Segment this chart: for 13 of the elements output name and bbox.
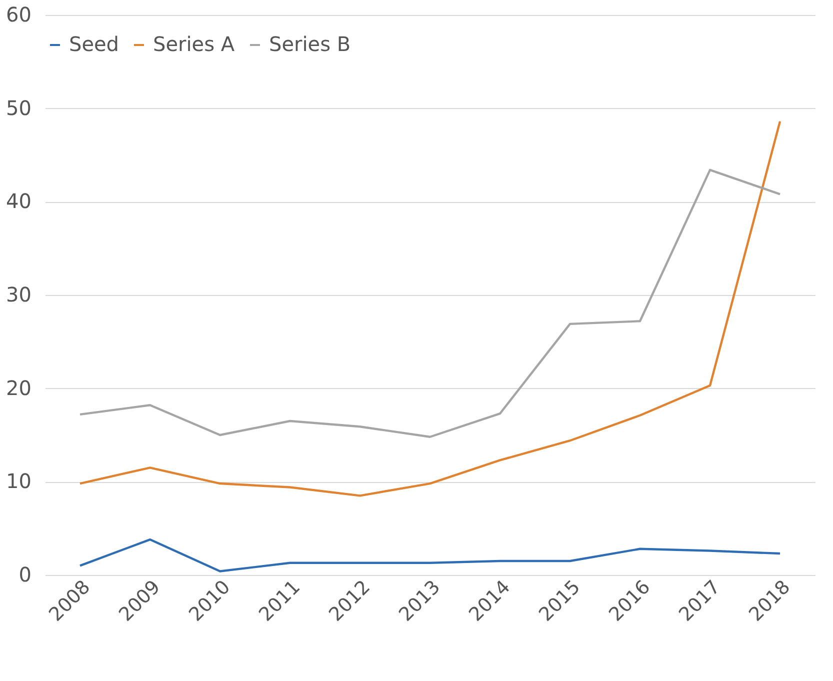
y-tick-label: 30 [6,282,32,306]
y-tick-label: 60 [6,2,32,26]
y-tick-label: 20 [6,376,32,400]
y-tick-label: 0 [18,562,32,586]
line-series [78,168,782,438]
y-tick-label: 40 [6,189,32,214]
legend-label: Series B [269,32,351,56]
line-series [78,538,782,572]
line-series [78,120,782,497]
legend-label: Seed [69,32,119,56]
y-tick-label: 10 [6,469,32,494]
y-tick-label: 50 [6,96,32,120]
legend-label: Series A [153,32,235,56]
